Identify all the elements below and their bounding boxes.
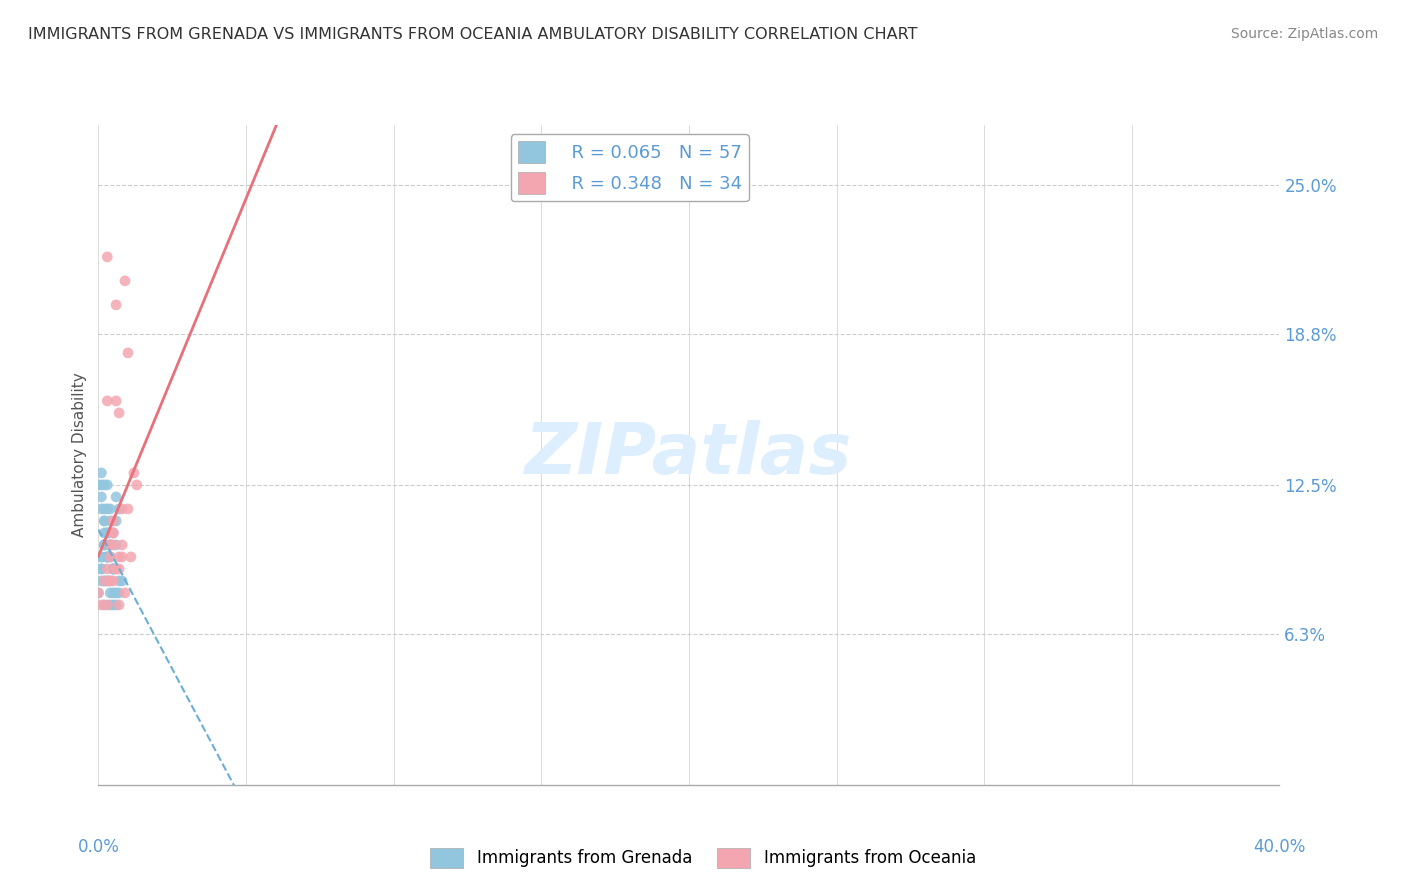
Point (111, 549, 134, 564)
Point (90, 502, 112, 516)
Point (93, 598, 115, 612)
Point (93, 538, 115, 552)
Point (105, 586, 128, 600)
Point (90, 562, 112, 576)
Point (103, 562, 125, 576)
Point (108, 502, 131, 516)
Point (90, 574, 112, 588)
Point (117, 346, 139, 360)
Point (93, 478, 115, 492)
Point (111, 538, 134, 552)
Point (105, 598, 128, 612)
Point (103, 598, 125, 612)
Point (96, 574, 118, 588)
Point (96, 549, 118, 564)
Point (98, 574, 121, 588)
Point (93, 574, 115, 588)
Point (90, 549, 112, 564)
Point (90, 478, 112, 492)
Point (98, 502, 121, 516)
Point (96, 525, 118, 540)
Point (108, 562, 131, 576)
Point (96, 549, 118, 564)
Point (103, 562, 125, 576)
Point (98, 598, 121, 612)
Point (103, 574, 125, 588)
Point (108, 549, 131, 564)
Point (93, 525, 115, 540)
Point (103, 525, 125, 540)
Point (98, 574, 121, 588)
Point (108, 586, 131, 600)
Point (93, 538, 115, 552)
Point (90, 598, 112, 612)
Point (105, 562, 128, 576)
Point (114, 274, 136, 288)
Point (98, 586, 121, 600)
Point (98, 538, 121, 552)
Point (103, 562, 125, 576)
Point (105, 514, 128, 528)
Text: Source: ZipAtlas.com: Source: ZipAtlas.com (1230, 27, 1378, 41)
Point (96, 502, 118, 516)
Point (108, 574, 131, 588)
Text: 40.0%: 40.0% (1253, 838, 1306, 855)
Point (93, 538, 115, 552)
Point (93, 514, 115, 528)
Point (96, 525, 118, 540)
Point (93, 514, 115, 528)
Point (108, 406, 131, 420)
Point (87, 586, 110, 600)
Legend:   R = 0.065   N = 57,   R = 0.348   N = 34: R = 0.065 N = 57, R = 0.348 N = 34 (510, 134, 749, 202)
Point (111, 574, 134, 588)
Point (90, 490, 112, 504)
Point (117, 502, 139, 516)
Point (120, 549, 142, 564)
Point (98, 514, 121, 528)
Point (87, 586, 110, 600)
Point (98, 549, 121, 564)
Point (125, 478, 148, 492)
Point (98, 549, 121, 564)
Point (122, 466, 145, 480)
Text: 0.0%: 0.0% (77, 838, 120, 855)
Point (96, 393, 118, 408)
Point (103, 538, 125, 552)
Point (98, 538, 121, 552)
Legend: Immigrants from Grenada, Immigrants from Oceania: Immigrants from Grenada, Immigrants from… (423, 841, 983, 875)
Point (96, 598, 118, 612)
Point (90, 562, 112, 576)
Point (90, 549, 112, 564)
Point (93, 574, 115, 588)
Point (98, 549, 121, 564)
Point (105, 393, 128, 408)
Text: ZIPatlas: ZIPatlas (526, 420, 852, 490)
Point (96, 478, 118, 492)
Point (98, 538, 121, 552)
Point (90, 466, 112, 480)
Point (103, 525, 125, 540)
Point (108, 598, 131, 612)
Point (98, 538, 121, 552)
Point (114, 586, 136, 600)
Point (103, 586, 125, 600)
Point (93, 502, 115, 516)
Point (103, 525, 125, 540)
Point (96, 250, 118, 264)
Text: IMMIGRANTS FROM GRENADA VS IMMIGRANTS FROM OCEANIA AMBULATORY DISABILITY CORRELA: IMMIGRANTS FROM GRENADA VS IMMIGRANTS FR… (28, 27, 918, 42)
Point (111, 502, 134, 516)
Point (96, 562, 118, 576)
Point (105, 298, 128, 312)
Point (96, 549, 118, 564)
Point (105, 562, 128, 576)
Point (87, 478, 110, 492)
Point (105, 538, 128, 552)
Point (103, 562, 125, 576)
Point (105, 490, 128, 504)
Point (103, 514, 125, 528)
Y-axis label: Ambulatory Disability: Ambulatory Disability (72, 373, 87, 537)
Point (96, 574, 118, 588)
Point (96, 549, 118, 564)
Point (96, 525, 118, 540)
